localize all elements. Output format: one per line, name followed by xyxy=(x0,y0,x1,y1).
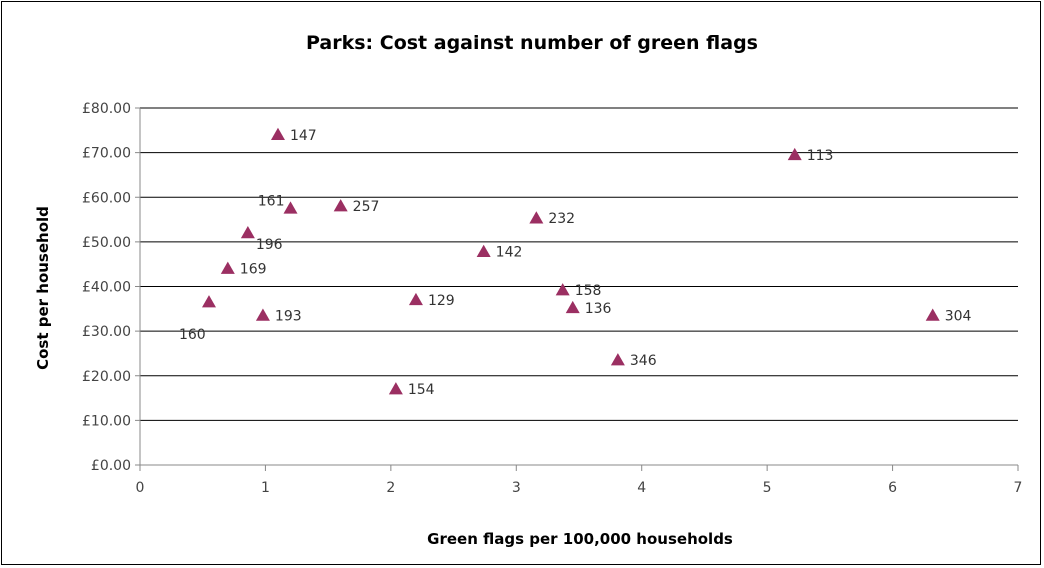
data-point-193 xyxy=(255,308,270,321)
data-label-193: 193 xyxy=(275,309,302,325)
data-point-147 xyxy=(270,127,285,141)
chart-title: Parks: Cost against number of green flag… xyxy=(306,32,758,54)
y-tick-label: £70.00 xyxy=(82,146,131,162)
data-points xyxy=(201,127,940,395)
data-point-161 xyxy=(283,201,298,214)
data-point-304 xyxy=(925,308,940,321)
data-point-113 xyxy=(787,147,802,161)
axes xyxy=(135,107,1019,471)
y-tick-label: £80.00 xyxy=(82,101,131,117)
data-point-142 xyxy=(476,244,491,257)
data-label-304: 304 xyxy=(945,309,972,325)
data-point-169 xyxy=(220,261,235,274)
data-label-129: 129 xyxy=(428,293,455,309)
data-label-196: 196 xyxy=(256,237,283,253)
x-axis-title: Green flags per 100,000 households xyxy=(427,530,733,548)
data-label-154: 154 xyxy=(408,382,435,398)
data-point-136 xyxy=(565,300,580,314)
data-label-169: 169 xyxy=(240,262,267,278)
data-point-196 xyxy=(240,225,255,239)
data-point-257 xyxy=(333,199,348,212)
tick-labels: £0.00 £10.00 £20.00 £30.00 £40.00 £50.00 £60.0… xyxy=(82,101,1022,496)
data-label-346: 346 xyxy=(630,353,657,369)
data-label-257: 257 xyxy=(353,199,380,215)
gridlines xyxy=(140,107,1018,421)
data-label-232: 232 xyxy=(548,211,575,227)
data-label-161: 161 xyxy=(258,193,285,209)
y-tick-label: £50.00 xyxy=(82,235,131,251)
data-point-158 xyxy=(555,283,570,296)
data-label-142: 142 xyxy=(496,245,523,261)
x-tick-label: 7 xyxy=(1014,480,1023,496)
x-tick-label: 5 xyxy=(763,480,772,496)
y-tick-label: £60.00 xyxy=(82,190,131,206)
x-tick-label: 6 xyxy=(888,480,897,496)
x-tick-label: 2 xyxy=(386,480,395,496)
y-axis-title: Cost per household xyxy=(34,206,52,370)
data-point-232 xyxy=(529,211,544,224)
y-tick-label: £0.00 xyxy=(91,458,131,474)
x-tick-label: 0 xyxy=(136,480,145,496)
x-tick-label: 1 xyxy=(261,480,270,496)
data-point-154 xyxy=(388,382,403,395)
data-point-346 xyxy=(610,353,625,366)
data-label-158: 158 xyxy=(575,283,602,299)
data-point-129 xyxy=(408,292,423,306)
x-tick-label: 4 xyxy=(637,480,646,496)
data-label-113: 113 xyxy=(807,148,834,164)
data-labels: 147 113 161 257 232 196 142 169 158 129 160 136 193 3… xyxy=(179,128,972,398)
x-tick-label: 3 xyxy=(512,480,521,496)
y-tick-label: £10.00 xyxy=(82,413,131,429)
data-point-160 xyxy=(201,295,216,308)
data-label-147: 147 xyxy=(290,128,317,144)
y-tick-label: £40.00 xyxy=(82,280,131,296)
data-label-160: 160 xyxy=(179,327,206,343)
y-tick-label: £20.00 xyxy=(82,369,131,385)
y-tick-label: £30.00 xyxy=(82,324,131,340)
data-label-136: 136 xyxy=(585,301,612,317)
